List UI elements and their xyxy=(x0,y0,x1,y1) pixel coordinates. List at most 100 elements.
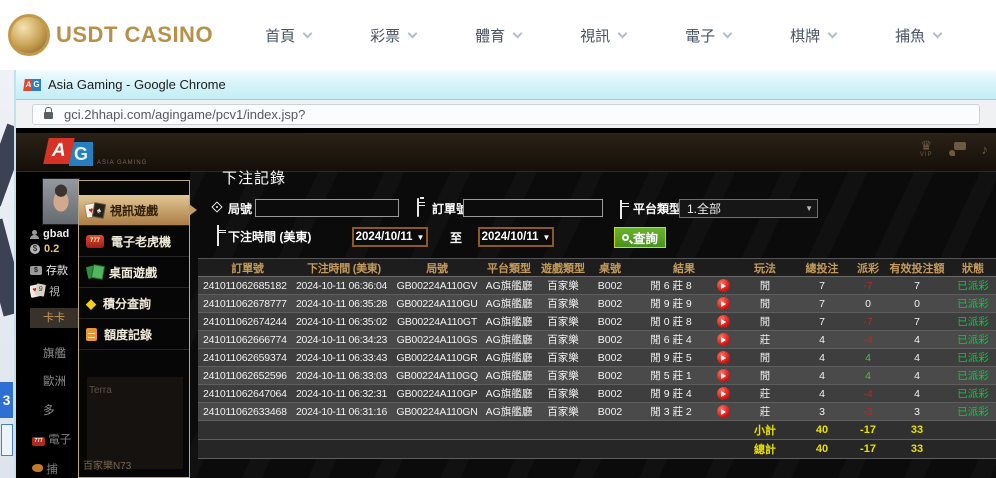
nav-item-fishing[interactable]: 捕魚 xyxy=(895,25,943,46)
round-number: GB00224A110GU xyxy=(396,297,478,310)
nav-label: 彩票 xyxy=(370,27,401,45)
col-header: 結果 xyxy=(673,262,695,275)
platform-type: AG旗艦廳 xyxy=(485,334,533,346)
bet-type: 莊 xyxy=(759,388,771,400)
background-box xyxy=(1,424,13,456)
play-cell xyxy=(710,333,736,346)
nav-item-lottery[interactable]: 彩票 xyxy=(370,25,418,46)
video-games-row[interactable]: 視 xyxy=(30,283,60,299)
play-video-button[interactable] xyxy=(716,333,730,346)
order-number: 241011062647064 xyxy=(203,387,287,400)
music-note-icon[interactable]: ♪ xyxy=(981,142,989,157)
url-bar[interactable]: gci.2hhapi.com/agingame/pcv1/index.jsp? xyxy=(32,103,980,125)
cards-icon xyxy=(86,203,103,218)
nav-item-home[interactable]: 首頁 xyxy=(265,25,313,46)
col-header: 桌號 xyxy=(599,262,621,275)
avatar[interactable] xyxy=(42,178,80,225)
bg-menu-multi[interactable]: 多 xyxy=(43,405,55,417)
header-icons: ♛ VIP ♪ xyxy=(920,139,989,158)
play-cell xyxy=(710,315,736,328)
background-game-card xyxy=(87,377,183,469)
round-number: GB00224A110GP xyxy=(396,387,478,400)
menu-item-slots[interactable]: 電子老虎機 xyxy=(79,226,189,257)
platform-type-select[interactable]: 1.全部 ▼ xyxy=(679,199,818,218)
round-number: GB00224A110GS xyxy=(396,333,478,346)
bg-menu-europe[interactable]: 歐洲 xyxy=(43,376,66,388)
ag-logo[interactable]: A G ASIA GAMING xyxy=(43,138,147,166)
play-video-button[interactable] xyxy=(716,315,730,328)
background-game-title: Terra xyxy=(89,385,112,396)
chevron-down-icon xyxy=(302,28,313,38)
status: 已派彩 xyxy=(957,406,989,418)
list-icon xyxy=(620,200,622,219)
result: 閒 5 莊 1 xyxy=(650,370,692,382)
bg-menu-slots[interactable]: 777 電子 xyxy=(32,431,71,447)
result: 閒 6 莊 4 xyxy=(650,334,692,346)
play-video-button[interactable] xyxy=(716,297,730,310)
site-logo[interactable]: USDT CASINO xyxy=(8,14,213,56)
menu-item-table-games[interactable]: 桌面遊戲 xyxy=(79,257,189,288)
vip-button[interactable]: ♛ VIP xyxy=(920,139,933,158)
menu-item-quota-records[interactable]: 額度記錄 xyxy=(79,319,189,350)
date-from-select[interactable]: 2024/10/11 ▼ xyxy=(352,227,428,247)
nav-item-poker[interactable]: 棋牌 xyxy=(790,25,838,46)
fish-icon xyxy=(32,464,43,472)
order-number: 241011062652596 xyxy=(203,369,287,382)
search-button[interactable]: 查詢 xyxy=(614,227,666,248)
play-video-button[interactable] xyxy=(716,387,730,400)
round-number: GB00224A110GQ xyxy=(396,369,478,382)
video-label: 視 xyxy=(49,286,60,298)
search-label: 查詢 xyxy=(632,232,658,246)
total-bet: 4 xyxy=(819,351,825,364)
nav-label: 首頁 xyxy=(265,27,296,45)
bg-menu-fishing[interactable]: 捕 xyxy=(32,461,58,477)
chat-icon[interactable] xyxy=(948,142,966,156)
play-video-button[interactable] xyxy=(716,369,730,382)
nav-item-sports[interactable]: 體育 xyxy=(475,25,523,46)
bet-type: 閒 xyxy=(759,316,771,328)
total-bet: 7 xyxy=(819,315,825,328)
col-header: 總投注 xyxy=(805,262,839,275)
username: gbad xyxy=(43,228,70,240)
valid-bet: 4 xyxy=(914,351,920,364)
round-number-input[interactable] xyxy=(255,199,399,217)
total-payout: -17 xyxy=(860,443,876,455)
play-icon xyxy=(721,318,726,325)
total-label: 總計 xyxy=(754,444,776,456)
deposit-button[interactable]: $ 存款 xyxy=(30,262,68,278)
play-icon xyxy=(721,390,726,397)
order-number: 241011062666774 xyxy=(203,333,287,346)
background-badge: 3 xyxy=(0,382,13,418)
col-header: 遊戲類型 xyxy=(541,262,585,275)
date-to-select[interactable]: 2024/10/11 ▼ xyxy=(478,227,554,247)
play-icon xyxy=(721,408,726,415)
play-video-button[interactable] xyxy=(716,405,730,418)
chrome-window: A G Asia Gaming - Google Chrome gci.2hha… xyxy=(14,70,996,478)
col-header: 局號 xyxy=(426,262,448,275)
subtotal-row: 小計 40 -17 33 xyxy=(198,421,996,440)
subtotal-bet: 40 xyxy=(815,424,829,436)
table-number: B002 xyxy=(597,369,623,382)
order-number-input[interactable] xyxy=(463,199,603,217)
valid-bet: 3 xyxy=(914,405,920,418)
background-game-label: 百家樂N73 xyxy=(83,461,132,472)
total-bet: 7 xyxy=(819,279,825,292)
col-header: 訂單號 xyxy=(231,262,264,275)
table-row: 241011062678777 2024-10-11 06:35:28 GB00… xyxy=(198,295,996,313)
table-number: B002 xyxy=(597,333,623,346)
menu-item-video-games[interactable]: 視訊遊戲 xyxy=(79,195,197,226)
menu-item-points-query[interactable]: 積分查詢 xyxy=(79,288,189,319)
bg-menu-flagship[interactable]: 旗艦 xyxy=(43,348,66,360)
card-tab[interactable]: 卡卡 xyxy=(30,308,82,328)
round-number: GB00224A110GR xyxy=(396,351,478,364)
play-video-button[interactable] xyxy=(716,279,730,292)
payout: -4 xyxy=(863,387,873,400)
search-icon xyxy=(621,234,629,241)
table-row: 241011062647064 2024-10-11 06:32:31 GB00… xyxy=(198,385,996,403)
nav-item-slots[interactable]: 電子 xyxy=(685,25,733,46)
play-video-button[interactable] xyxy=(716,351,730,364)
nav-item-live[interactable]: 視訊 xyxy=(580,25,628,46)
chrome-titlebar[interactable]: A G Asia Gaming - Google Chrome xyxy=(16,70,996,100)
menu-list: 視訊遊戲 電子老虎機 桌面遊戲 積分查詢 額度記錄 xyxy=(79,195,197,350)
clipboard-icon xyxy=(417,198,419,217)
